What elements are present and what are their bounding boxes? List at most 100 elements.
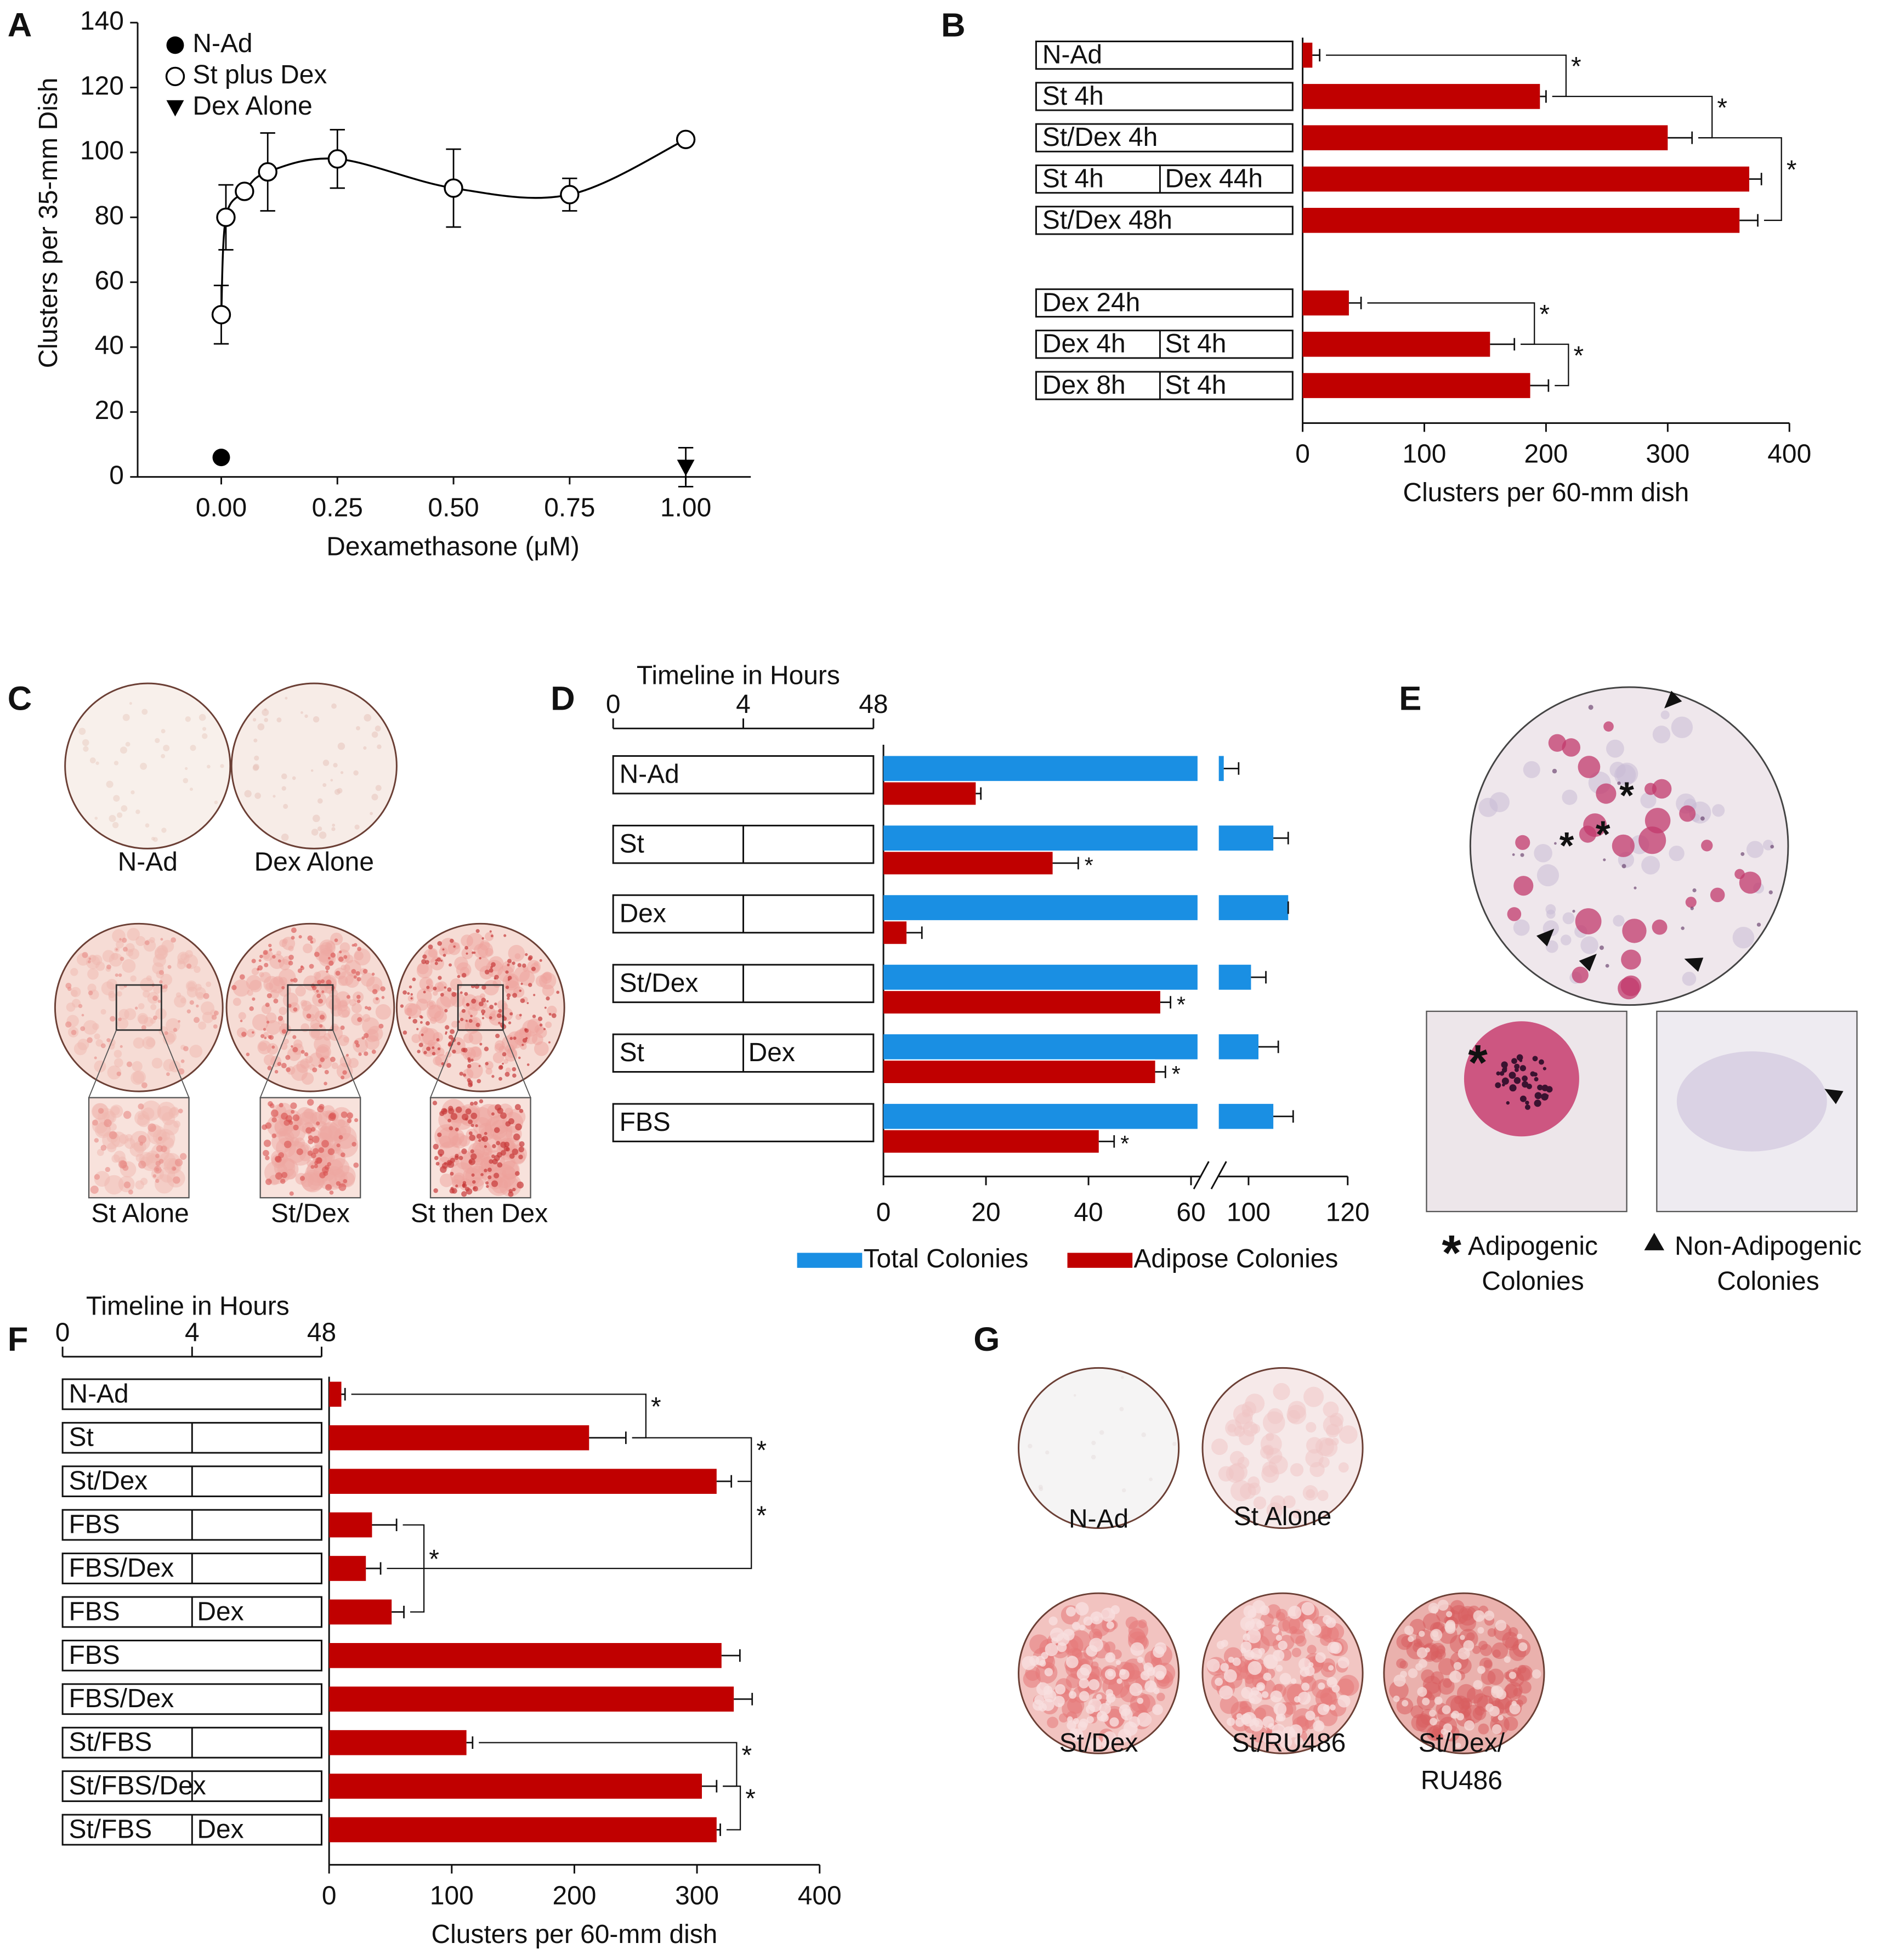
stain <box>551 1013 557 1018</box>
stain <box>450 938 454 943</box>
stain <box>1115 1660 1121 1666</box>
stain <box>1226 1464 1245 1483</box>
stain <box>436 1038 440 1041</box>
stain <box>1756 922 1761 927</box>
bar <box>329 1381 342 1407</box>
stain <box>1288 1401 1306 1419</box>
bar <box>1302 166 1750 192</box>
stain <box>512 1067 517 1072</box>
stain <box>1413 1638 1422 1647</box>
stain <box>180 953 188 961</box>
stain <box>120 956 124 961</box>
stain <box>1220 1663 1229 1672</box>
condition-label: Dex 4h <box>1042 330 1126 359</box>
stain <box>351 968 356 974</box>
stain <box>478 1064 481 1067</box>
stain <box>194 966 201 973</box>
stain <box>450 1158 456 1163</box>
stain <box>1700 816 1705 821</box>
stain <box>1337 1675 1359 1696</box>
stain <box>1261 1465 1279 1483</box>
stain <box>119 938 122 941</box>
stain <box>1660 710 1670 720</box>
stain <box>130 975 137 982</box>
stain <box>362 968 368 974</box>
stain <box>173 1176 180 1184</box>
stain <box>1254 1707 1266 1720</box>
stain <box>1519 1065 1527 1072</box>
stain <box>466 952 468 955</box>
stain <box>489 968 494 973</box>
stain <box>253 738 258 743</box>
stain <box>467 1057 471 1061</box>
stain <box>293 1007 298 1012</box>
stain <box>1431 1651 1443 1663</box>
stain <box>479 1099 484 1103</box>
stain <box>307 1150 313 1156</box>
stain <box>281 1172 288 1179</box>
stain <box>1327 1641 1340 1653</box>
stain <box>502 973 520 991</box>
stain <box>283 1140 292 1148</box>
stain <box>263 1149 269 1157</box>
stain <box>1450 1695 1470 1715</box>
stain <box>179 1153 187 1160</box>
stain <box>1073 1394 1076 1397</box>
stain <box>1450 1600 1465 1615</box>
stain <box>477 1104 501 1127</box>
stain <box>539 959 542 962</box>
error-bar <box>1273 831 1289 845</box>
error-bar <box>341 1387 346 1401</box>
stain <box>161 754 166 758</box>
stain <box>194 1017 200 1023</box>
stain <box>71 1029 77 1035</box>
stain <box>378 1023 384 1029</box>
x-axis-label: Dexamethasone (μM) <box>326 532 580 561</box>
stain <box>1572 966 1589 983</box>
label-arrow <box>1644 1232 1665 1250</box>
stain <box>495 1033 500 1039</box>
stain <box>1740 852 1745 856</box>
stain <box>1119 1704 1131 1717</box>
stain <box>426 979 433 985</box>
stain <box>440 959 443 962</box>
stain <box>494 1043 504 1053</box>
stain <box>238 1012 246 1020</box>
stain <box>504 1141 510 1147</box>
stain <box>189 1000 195 1005</box>
image-label: St Alone <box>1234 1502 1331 1531</box>
stain <box>1638 826 1666 854</box>
stain <box>466 1002 469 1006</box>
stain <box>445 1033 447 1035</box>
stain <box>1501 1061 1508 1068</box>
stain <box>1250 1647 1263 1660</box>
stain <box>220 764 224 768</box>
stain <box>161 828 167 833</box>
stain <box>1075 1602 1089 1616</box>
stain <box>1206 1658 1220 1672</box>
stain <box>1247 1661 1262 1675</box>
significance-label: * <box>1172 1061 1181 1086</box>
condition-box <box>1035 330 1294 359</box>
stain <box>1079 1678 1090 1689</box>
stain <box>1489 792 1510 813</box>
stain <box>436 996 451 1011</box>
stain <box>292 1114 300 1121</box>
stain <box>206 981 212 987</box>
point <box>216 207 236 227</box>
condition-box <box>1035 82 1294 111</box>
stain <box>1152 1704 1163 1715</box>
stain <box>138 1135 147 1144</box>
stain <box>1107 1670 1114 1676</box>
stain <box>505 1067 511 1073</box>
stain <box>115 973 118 977</box>
stain <box>1442 1705 1451 1714</box>
stain <box>291 1045 293 1048</box>
stain <box>321 1166 329 1174</box>
stain <box>541 973 552 984</box>
stain <box>1230 1480 1252 1502</box>
colony-star: * <box>1468 1035 1488 1091</box>
stain <box>436 957 441 962</box>
stain <box>1438 1658 1456 1675</box>
point <box>560 185 580 205</box>
